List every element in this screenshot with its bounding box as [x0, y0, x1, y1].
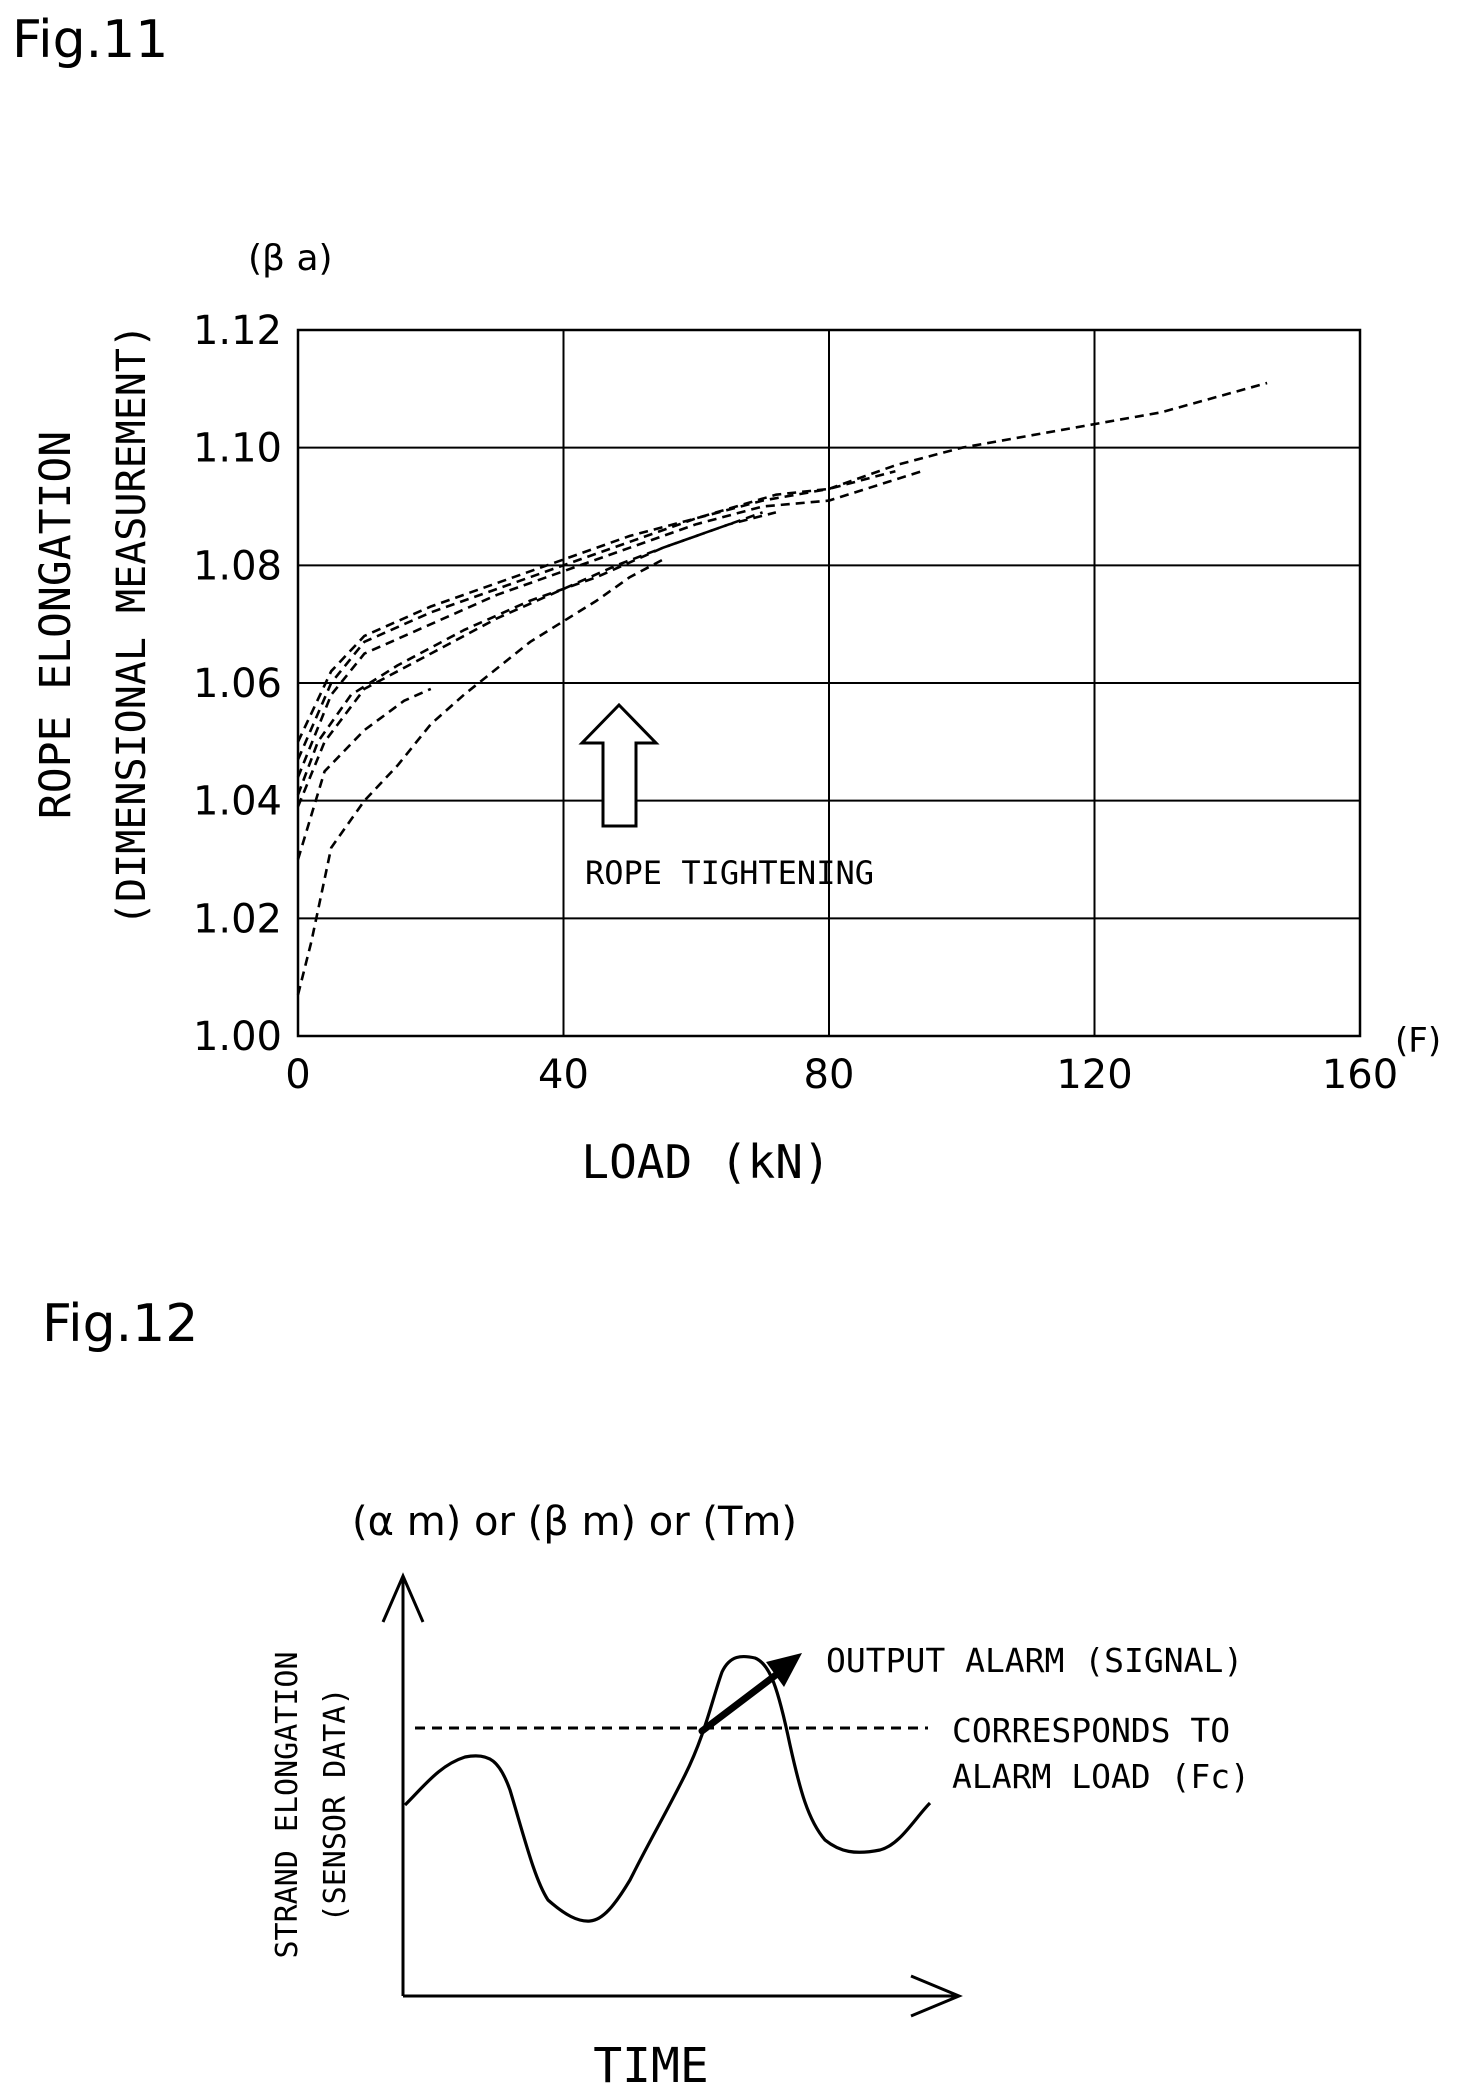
output-alarm-label: OUTPUT ALARM (SIGNAL): [826, 1641, 1243, 1680]
fig12-y-axis-title: STRAND ELONGATION: [270, 1651, 305, 1958]
threshold-label-line2: ALARM LOAD (Fc): [952, 1757, 1250, 1796]
threshold-label-line1: CORRESPONDS TO: [952, 1711, 1230, 1750]
fig12-y-unit: (α m) or (β m) or (Tm): [352, 1499, 797, 1545]
sensor-data-curve: [405, 1656, 930, 1921]
fig12-x-axis-title: TIME: [593, 2038, 709, 2091]
fig12-y-axis-subtitle: (SENSOR DATA): [318, 1688, 353, 1923]
